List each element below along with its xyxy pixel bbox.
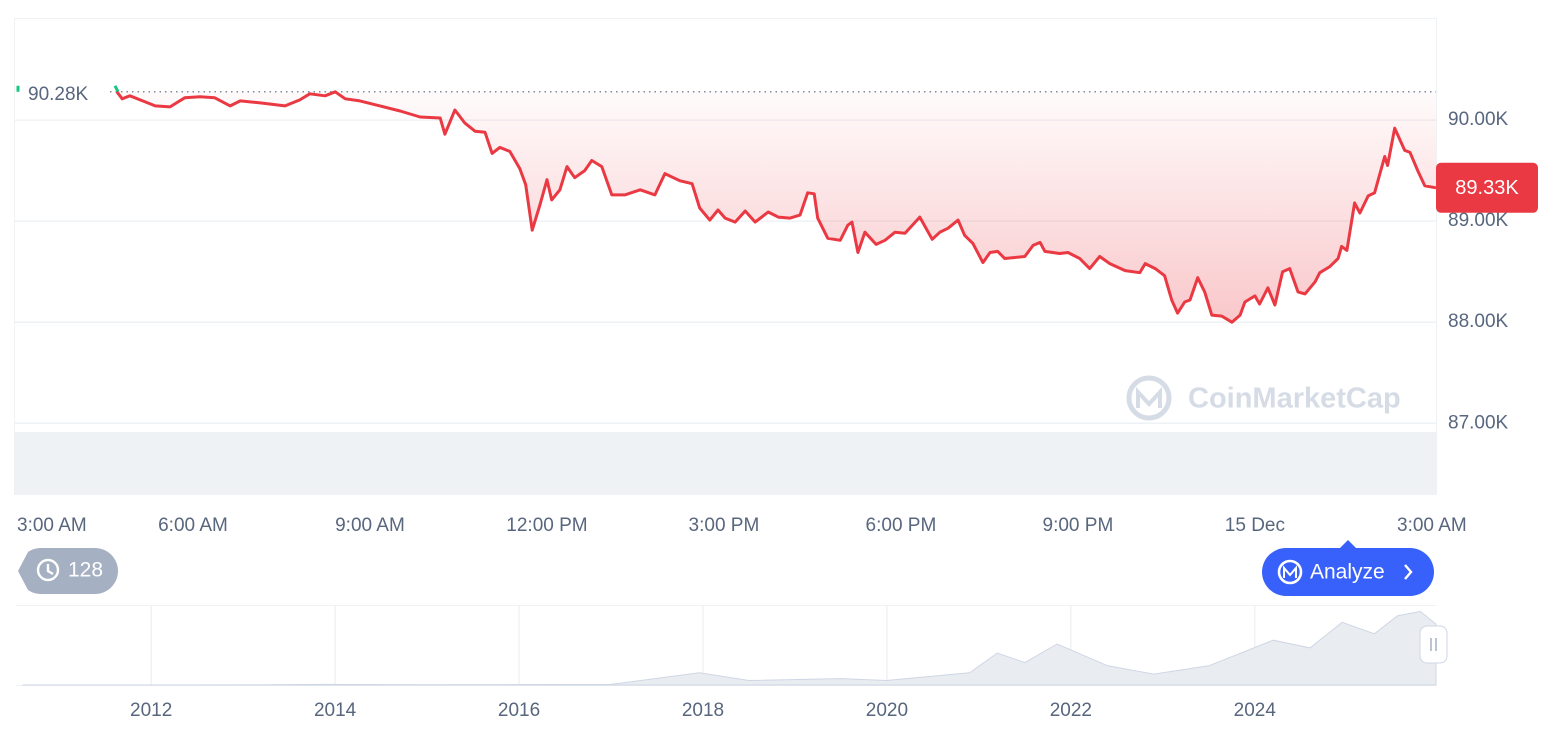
x-tick-label: 6:00 AM [158, 515, 228, 536]
y-tick-label: 87.00K [1448, 412, 1509, 433]
analyze-label[interactable]: Analyze [1310, 561, 1385, 584]
watermark-logo-mark [1136, 386, 1162, 408]
current-price-tag [1436, 162, 1538, 213]
navigator-area [22, 610, 1437, 686]
analyze-button-bg[interactable] [1262, 548, 1434, 596]
watermark-logo [1126, 375, 1172, 421]
start-marker [16, 85, 120, 93]
navigator-tick-label: 2014 [314, 700, 357, 721]
x-tick-label: 9:00 AM [335, 515, 405, 536]
navigator-tick-label: 2016 [498, 700, 540, 721]
analyze-icon [1277, 559, 1303, 585]
navigator-tick-label: 2022 [1050, 700, 1092, 721]
analyze-pointer [1340, 540, 1356, 548]
history-icon [36, 558, 60, 582]
analyze-button[interactable]: Analyze [1262, 540, 1434, 596]
x-tick-label: 9:00 PM [1043, 515, 1114, 536]
navigator-tick-label: 2024 [1234, 700, 1277, 721]
navigator-handle-grip [1430, 638, 1437, 651]
price-line [115, 90, 1437, 324]
y-tick-label: 88.00K [1448, 311, 1509, 332]
price-area [116, 91, 1437, 323]
analyze-icon-mark [1283, 565, 1297, 578]
navigator-tick-label: 2020 [866, 700, 908, 721]
navigator-tick-label: 2012 [130, 700, 172, 721]
x-tick-label: 3:00 AM [17, 515, 87, 536]
y-tick-label: 89.00K [1448, 210, 1509, 231]
start-price-label-bg [22, 77, 108, 104]
history-badge-bg[interactable] [18, 548, 118, 594]
y-tick-label: 90.00K [1448, 109, 1509, 130]
watermark-text: CoinMarketCap [1188, 383, 1401, 415]
x-tick-label: 6:00 PM [866, 515, 937, 536]
history-count[interactable]: 128 [68, 559, 103, 582]
x-tick-label: 15 Dec [1225, 515, 1285, 536]
x-tick-label: 3:00 PM [689, 515, 760, 536]
analyze-chevron [1404, 564, 1413, 580]
start-price-label: 90.28K [28, 84, 89, 105]
x-tick-label: 3:00 AM [1397, 515, 1467, 536]
x-tick-label: 12:00 PM [506, 515, 587, 536]
history-icon-hands [46, 564, 54, 576]
history-badge[interactable]: 128 [18, 548, 118, 594]
navigator-tick-label: 2018 [682, 700, 724, 721]
volume-band [15, 432, 1436, 495]
current-price-label: 89.33K [1455, 177, 1519, 199]
navigator-handle[interactable] [1419, 625, 1448, 664]
